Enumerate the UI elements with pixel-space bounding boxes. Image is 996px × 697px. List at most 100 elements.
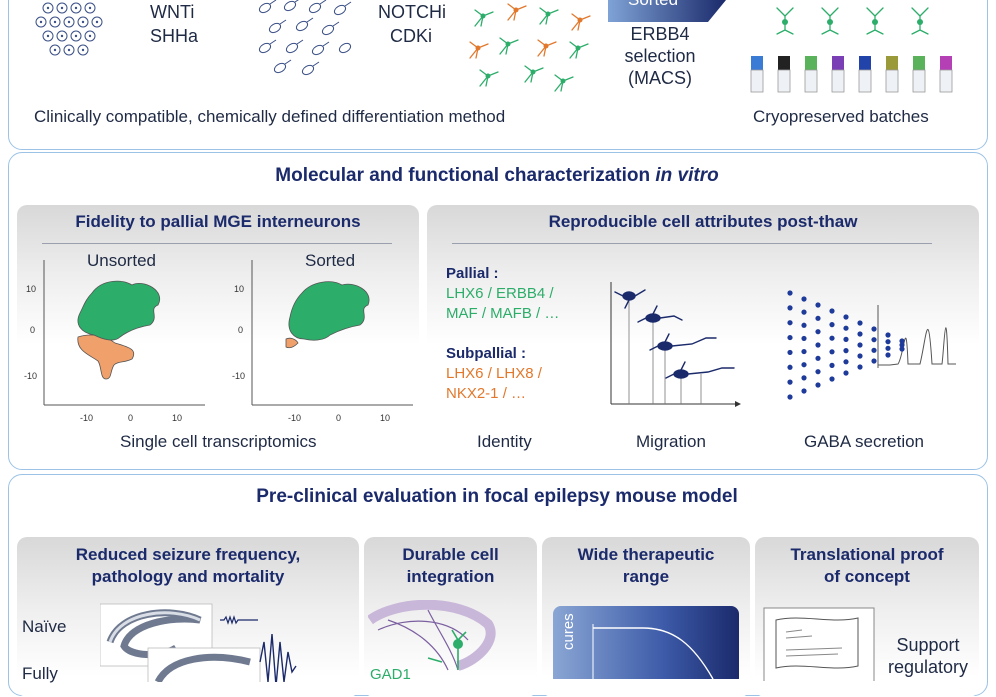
seizure-title-1: Reduced seizure frequency, <box>75 545 301 564</box>
gaba-dot <box>899 338 905 344</box>
characterization-title: Molecular and functional characterizatio… <box>275 165 719 186</box>
naive-label: Naïve <box>22 617 67 636</box>
green-cluster <box>77 280 161 341</box>
gaba-dot <box>801 309 807 315</box>
gaba-dot <box>801 362 807 368</box>
method-caption: Clinically compatible, chemically define… <box>34 107 506 126</box>
gaba-dot <box>829 349 835 355</box>
transcriptomics-caption: Single cell transcriptomics <box>120 432 317 451</box>
vial <box>939 56 953 93</box>
gaba-dot <box>815 355 821 361</box>
migration-caption: Migration <box>636 432 706 451</box>
progenitor-cells <box>258 0 352 76</box>
gaba-dot <box>885 352 891 358</box>
gaba-dot <box>885 332 891 338</box>
gaba-dot <box>815 329 821 335</box>
x-tick-10: 10 <box>172 413 182 423</box>
attributes-title: Reproducible cell attributes post-thaw <box>548 212 858 231</box>
gaba-diagram <box>787 290 956 400</box>
gaba-dot <box>787 349 793 356</box>
vial-body <box>831 69 845 93</box>
integration-title-1: Durable cell <box>402 545 499 564</box>
integration-title-2: integration <box>406 567 495 586</box>
gaba-dot <box>871 347 877 353</box>
title-italic: in vitro <box>655 165 719 186</box>
cryo-caption: Cryopreserved batches <box>753 107 929 126</box>
gaba-dot <box>843 370 849 376</box>
gaba-dot <box>787 334 793 341</box>
gaba-dot <box>801 348 807 355</box>
gaba-dot <box>815 369 821 375</box>
identity-caption: Identity <box>477 432 532 451</box>
x-tick-neg10: -10 <box>288 413 301 423</box>
gaba-dot <box>857 331 863 337</box>
vial-cap <box>859 56 871 70</box>
step1-label-1: WNTi <box>150 2 195 22</box>
gaba-dot <box>843 359 849 365</box>
step1-label-2: SHHa <box>150 26 199 46</box>
gaba-dot <box>815 382 821 388</box>
gaba-dot <box>829 362 835 368</box>
vial <box>885 56 899 93</box>
vial-body <box>804 69 818 93</box>
seizure-title-2: pathology and mortality <box>91 567 285 586</box>
vial-cap <box>913 56 925 70</box>
gaba-dot <box>857 364 863 370</box>
gaba-caption: GABA secretion <box>804 432 925 451</box>
vial-cap <box>751 56 763 70</box>
step2-label-2: CDKi <box>390 26 433 46</box>
sorted-neurons <box>776 7 929 35</box>
attributes-divider <box>452 243 932 244</box>
selection-line-2: selection <box>624 46 696 66</box>
gaba-dot <box>787 394 793 400</box>
subpallial-line-2: NKX2-1 / … <box>446 385 527 402</box>
top-panel <box>8 0 988 150</box>
preclinical-title: Pre-clinical evaluation in focal epileps… <box>256 486 738 507</box>
vial-cap <box>832 56 844 70</box>
migration-diagram <box>610 282 741 407</box>
vial <box>858 56 872 93</box>
support-line-1: Support <box>896 635 960 655</box>
fidelity-title: Fidelity to pallial MGE interneurons <box>75 212 361 231</box>
gaba-dot <box>871 337 877 343</box>
document-icon <box>763 607 875 681</box>
selection-line-3: (MACS) <box>628 68 692 88</box>
fidelity-subpanel <box>17 205 419 461</box>
gaba-dot <box>871 326 877 332</box>
gaba-dot <box>843 314 849 320</box>
brain-section-illustration <box>368 600 496 671</box>
vial-body <box>750 69 764 93</box>
cures-axis-label: cures <box>560 613 577 650</box>
translational-title-2: of concept <box>824 567 910 586</box>
gaba-dot <box>829 308 835 314</box>
orange-cluster <box>285 337 299 349</box>
therapeutic-title-1: Wide therapeutic <box>577 545 715 564</box>
gaba-dot <box>801 388 807 394</box>
orange-cluster <box>77 334 135 380</box>
x-tick-10: 10 <box>380 413 390 423</box>
gaba-dot <box>843 348 849 354</box>
vial <box>777 56 791 93</box>
vial <box>804 56 818 93</box>
gaba-dot <box>829 322 835 328</box>
gaba-dot <box>885 345 891 351</box>
x-tick-0: 0 <box>128 413 133 423</box>
gaba-dot <box>787 379 793 385</box>
dose-response-plot <box>553 606 739 679</box>
y-tick-10: 10 <box>234 284 244 294</box>
vial-body <box>858 69 872 93</box>
vial <box>831 56 845 93</box>
gaba-dot <box>815 315 821 321</box>
hippocampus-illustration <box>100 603 297 682</box>
pallial-line-2: MAF / MAFB / … <box>446 305 560 322</box>
subpallial-heading: Subpallial : <box>446 345 527 362</box>
vial-cap <box>886 56 898 70</box>
fidelity-divider <box>42 243 392 244</box>
gaba-dot <box>857 320 863 326</box>
umap-sorted: 10 0 -10 -10 0 10 <box>232 260 413 423</box>
y-tick-0: 0 <box>30 325 35 335</box>
support-line-2: regulatory <box>887 657 969 677</box>
cryo-vials <box>750 56 953 93</box>
gaba-dot <box>787 305 793 311</box>
gaba-dot <box>843 325 849 331</box>
